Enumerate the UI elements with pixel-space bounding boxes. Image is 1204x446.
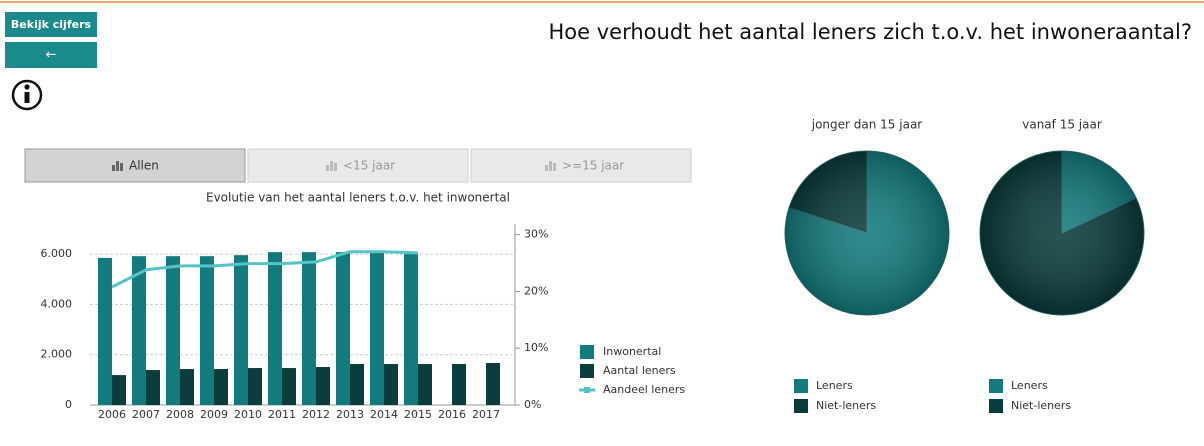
pie-title: jonger dan 15 jaar	[811, 118, 923, 132]
bar	[350, 364, 364, 405]
legend-swatch	[794, 379, 808, 393]
bar	[166, 256, 180, 405]
legend-label: Aandeel leners	[603, 383, 685, 396]
tab-icon	[545, 161, 556, 171]
page-title: Hoe verhoudt het aantal leners zich t.o.…	[549, 20, 1192, 44]
button-label[interactable]: ←	[46, 48, 57, 63]
bar	[98, 257, 112, 405]
bar	[418, 364, 432, 405]
x-tick-label: 2009	[200, 408, 228, 421]
y-tick-label: 2.000	[41, 348, 73, 361]
tab-label[interactable]: Allen	[129, 159, 159, 173]
y2-tick-label: 0%	[524, 398, 541, 411]
tab-label[interactable]: <15 jaar	[343, 159, 395, 173]
button[interactable]	[5, 42, 97, 68]
tab-icon	[326, 161, 337, 171]
bar	[268, 252, 282, 405]
bar	[302, 252, 316, 405]
bar	[336, 252, 350, 405]
y-tick-label: 6.000	[41, 247, 73, 260]
bar	[486, 363, 500, 405]
bar	[234, 255, 248, 405]
bar	[132, 256, 146, 405]
info-icon[interactable]	[11, 79, 43, 111]
legend-label: Niet-leners	[1011, 399, 1071, 412]
tabs: Allen <15 jaar >=15 jaar	[24, 148, 692, 183]
x-tick-label: 2006	[98, 408, 126, 421]
x-tick-label: 2008	[166, 408, 194, 421]
x-tick-label: 2013	[336, 408, 364, 421]
bar	[248, 368, 262, 405]
bar	[180, 369, 194, 405]
button-label[interactable]: Bekijk cijfers	[11, 18, 92, 31]
bar	[384, 364, 398, 405]
chart-title: Evolutie van het aantal leners t.o.v. he…	[206, 191, 510, 205]
bar	[282, 368, 296, 405]
legend-label: Aantal leners	[603, 364, 676, 377]
legend-swatch	[794, 399, 808, 413]
x-tick-label: 2011	[268, 408, 296, 421]
legend-label: Inwonertal	[603, 345, 661, 358]
y2-tick-label: 20%	[524, 284, 548, 297]
legend-swatch	[580, 364, 594, 378]
bar	[200, 256, 214, 405]
x-tick-label: 2012	[302, 408, 330, 421]
x-tick-label: 2007	[132, 408, 160, 421]
button[interactable]	[5, 12, 97, 37]
x-tick-label: 2017	[472, 408, 500, 421]
bar	[370, 252, 384, 405]
bar	[146, 370, 160, 405]
tab-label[interactable]: >=15 jaar	[562, 159, 624, 173]
legend-swatch	[580, 345, 594, 359]
y-tick-label: 0	[65, 398, 72, 411]
y2-tick-label: 10%	[524, 341, 548, 354]
tab[interactable]	[470, 148, 692, 183]
bar	[214, 369, 228, 405]
tab-icon	[112, 161, 123, 171]
legend-swatch	[989, 379, 1003, 393]
x-tick-label: 2016	[438, 408, 466, 421]
tab[interactable]	[24, 148, 246, 183]
x-tick-label: 2010	[234, 408, 262, 421]
x-tick-label: 2015	[404, 408, 432, 421]
legend-label: Leners	[1011, 379, 1048, 392]
legend-label: Niet-leners	[816, 399, 876, 412]
pie-title: vanaf 15 jaar	[1022, 118, 1102, 132]
bar	[452, 364, 466, 405]
line	[111, 250, 419, 289]
legend-swatch	[584, 387, 590, 393]
bar	[404, 254, 418, 405]
y-tick-label: 4.000	[41, 297, 73, 310]
bar	[316, 367, 330, 405]
legend-swatch	[989, 399, 1003, 413]
y2-tick-label: 30%	[524, 228, 548, 241]
x-tick-label: 2014	[370, 408, 398, 421]
tab[interactable]	[247, 148, 469, 183]
legend-label: Leners	[816, 379, 853, 392]
bar	[112, 375, 126, 405]
